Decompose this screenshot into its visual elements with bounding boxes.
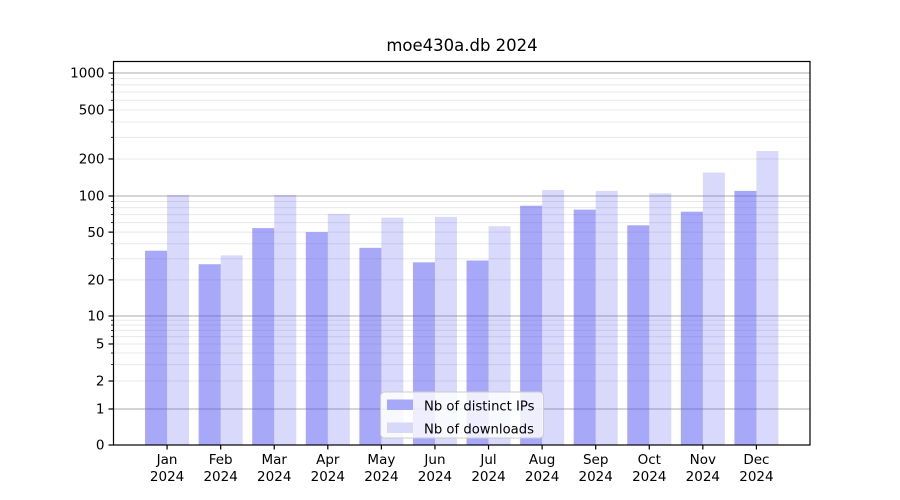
bar — [220, 255, 243, 445]
legend-swatch-0 — [387, 399, 413, 410]
bar — [381, 217, 404, 445]
x-tick-month: Jul — [479, 452, 496, 468]
legend-swatch-1 — [387, 422, 413, 433]
bar — [680, 211, 703, 445]
bar — [595, 190, 618, 445]
x-tick-year: 2024 — [632, 469, 666, 485]
bar — [198, 264, 221, 445]
bar — [274, 194, 297, 445]
bar — [252, 228, 275, 445]
y-tick-label: 100 — [79, 189, 105, 205]
x-tick-month: Mar — [261, 452, 287, 468]
y-tick-label: 5 — [96, 337, 105, 353]
x-tick-month: Sep — [583, 452, 608, 468]
x-tick-month: Apr — [316, 452, 340, 468]
bar — [488, 226, 511, 445]
x-tick-year: 2024 — [579, 469, 613, 485]
y-tick-label: 20 — [87, 273, 104, 289]
y-tick-label: 200 — [79, 152, 105, 168]
x-tick-year: 2024 — [686, 469, 720, 485]
bar — [359, 247, 382, 445]
x-tick-month: Jun — [423, 452, 445, 468]
x-axis: Jan2024Feb2024Mar2024Apr2024May2024Jun20… — [150, 445, 774, 485]
legend-box — [380, 391, 544, 439]
bar — [327, 213, 350, 445]
y-tick-label: 1000 — [70, 66, 104, 82]
bar — [434, 216, 457, 445]
x-tick-year: 2024 — [203, 469, 237, 485]
bar — [145, 250, 168, 445]
x-tick-year: 2024 — [471, 469, 505, 485]
chart-title: moe430a.db 2024 — [386, 36, 537, 55]
x-tick-year: 2024 — [257, 469, 291, 485]
y-tick-label: 2 — [96, 374, 105, 390]
x-tick-year: 2024 — [525, 469, 559, 485]
y-axis: 0 1 2 5 10 20 50 100 200 500 1000 — [70, 66, 114, 454]
bar — [627, 225, 650, 445]
bar — [649, 193, 672, 445]
x-tick-year: 2024 — [150, 469, 184, 485]
x-tick-month: Aug — [529, 452, 555, 468]
plot-border — [112, 60, 811, 446]
y-tick-label: 500 — [79, 103, 105, 119]
x-tick-year: 2024 — [418, 469, 452, 485]
series-1 — [167, 151, 779, 445]
legend: Nb of distinct IPs Nb of downloads — [380, 391, 544, 439]
x-tick-year: 2024 — [311, 469, 345, 485]
bar — [573, 209, 596, 445]
legend-label-1: Nb of downloads — [424, 423, 534, 438]
x-tick-year: 2024 — [739, 469, 773, 485]
y-tick-label: 50 — [87, 225, 104, 241]
x-tick-month: Jan — [156, 452, 178, 468]
bar — [702, 172, 725, 445]
bar — [756, 151, 779, 445]
bar — [520, 205, 543, 445]
x-tick-month: Dec — [743, 452, 769, 468]
y-tick-label: 1 — [96, 402, 105, 418]
y-tick-label: 10 — [87, 309, 104, 325]
bar — [167, 194, 190, 445]
bar — [305, 232, 328, 445]
y-tick-label: 0 — [96, 438, 105, 454]
x-tick-month: Oct — [638, 452, 661, 468]
bar — [734, 190, 757, 445]
x-tick-month: May — [367, 452, 395, 468]
x-tick-month: Nov — [690, 452, 716, 468]
bar — [542, 189, 565, 445]
legend-label-0: Nb of distinct IPs — [424, 400, 535, 415]
x-tick-year: 2024 — [364, 469, 398, 485]
x-tick-month: Feb — [209, 452, 233, 468]
